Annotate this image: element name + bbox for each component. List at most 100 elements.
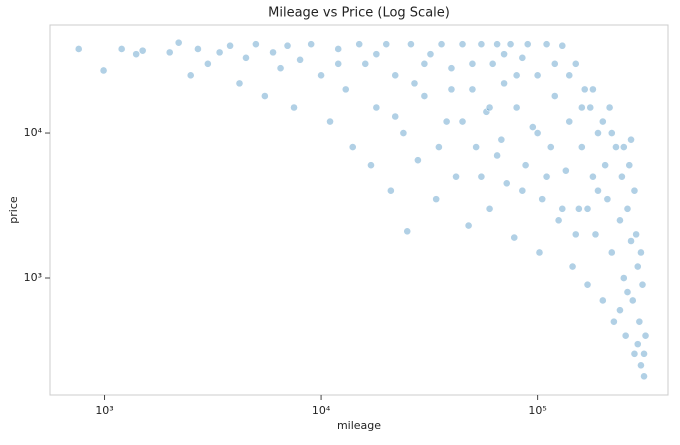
point (138, 46, 147, 55)
point (410, 79, 419, 88)
point (591, 230, 600, 239)
point (630, 186, 639, 195)
point (640, 349, 648, 358)
point (542, 40, 551, 49)
point (640, 372, 648, 381)
point (488, 59, 497, 68)
point (386, 186, 395, 195)
point (601, 161, 610, 170)
point (348, 143, 357, 151)
point (598, 117, 607, 126)
x-axis-label: mileage (337, 419, 381, 432)
point (607, 248, 616, 257)
point (521, 161, 530, 170)
point (535, 248, 544, 257)
point (367, 161, 375, 170)
point (512, 103, 521, 112)
point (630, 349, 639, 358)
point (637, 361, 645, 370)
point (437, 40, 446, 49)
point (637, 248, 645, 257)
point (235, 79, 244, 88)
point (117, 45, 126, 53)
point (420, 92, 429, 100)
point (458, 117, 467, 126)
point (623, 288, 632, 296)
point (619, 143, 628, 151)
point (382, 40, 391, 49)
point (558, 41, 567, 50)
point (251, 40, 260, 49)
point (391, 112, 400, 121)
point (571, 230, 580, 239)
point (619, 274, 628, 282)
point (485, 103, 494, 112)
point (500, 50, 508, 59)
point (290, 103, 298, 112)
point (518, 186, 527, 195)
point (554, 216, 563, 225)
point (447, 64, 456, 73)
chart-title: Mileage vs Price (Log Scale) (268, 6, 450, 21)
x-tick-label: 10⁵ (528, 404, 546, 417)
y-tick-label: 10⁴ (24, 126, 43, 139)
point (633, 262, 642, 271)
point (242, 53, 250, 62)
point (571, 59, 580, 68)
point (74, 45, 83, 53)
point (399, 129, 408, 137)
point (550, 59, 559, 68)
point (523, 40, 532, 49)
point (477, 172, 486, 181)
point (500, 79, 508, 88)
point (586, 103, 595, 112)
point (577, 103, 586, 112)
point (568, 262, 577, 271)
point (518, 53, 527, 62)
point (361, 59, 370, 68)
point (260, 92, 269, 100)
point (203, 59, 212, 68)
point (391, 71, 400, 80)
point (632, 230, 641, 239)
point (132, 50, 141, 59)
point (420, 59, 429, 68)
point (99, 66, 108, 75)
point (482, 107, 491, 116)
point (528, 123, 537, 131)
point (627, 135, 635, 144)
point (276, 64, 285, 73)
point (426, 50, 435, 59)
point (603, 195, 612, 204)
point (407, 40, 415, 49)
point (226, 41, 234, 50)
point (612, 143, 620, 151)
x-tick-label: 10³ (95, 404, 113, 417)
point (638, 280, 647, 289)
point (215, 48, 224, 57)
point (565, 71, 574, 80)
point (616, 306, 624, 315)
point (550, 92, 559, 100)
y-tick-label: 10³ (24, 271, 42, 284)
point (558, 204, 567, 213)
point (609, 317, 618, 326)
point (442, 117, 451, 126)
point (186, 71, 195, 80)
point (485, 204, 494, 213)
point (372, 103, 381, 112)
point (434, 143, 443, 151)
point (633, 340, 642, 349)
point (458, 40, 467, 49)
point (269, 48, 277, 57)
point (493, 40, 502, 49)
point (617, 172, 626, 181)
point (623, 204, 632, 213)
point (414, 156, 422, 165)
point (546, 143, 555, 151)
point (194, 45, 202, 53)
point (512, 71, 521, 80)
point (542, 172, 551, 181)
point (472, 143, 481, 151)
point (628, 296, 637, 305)
